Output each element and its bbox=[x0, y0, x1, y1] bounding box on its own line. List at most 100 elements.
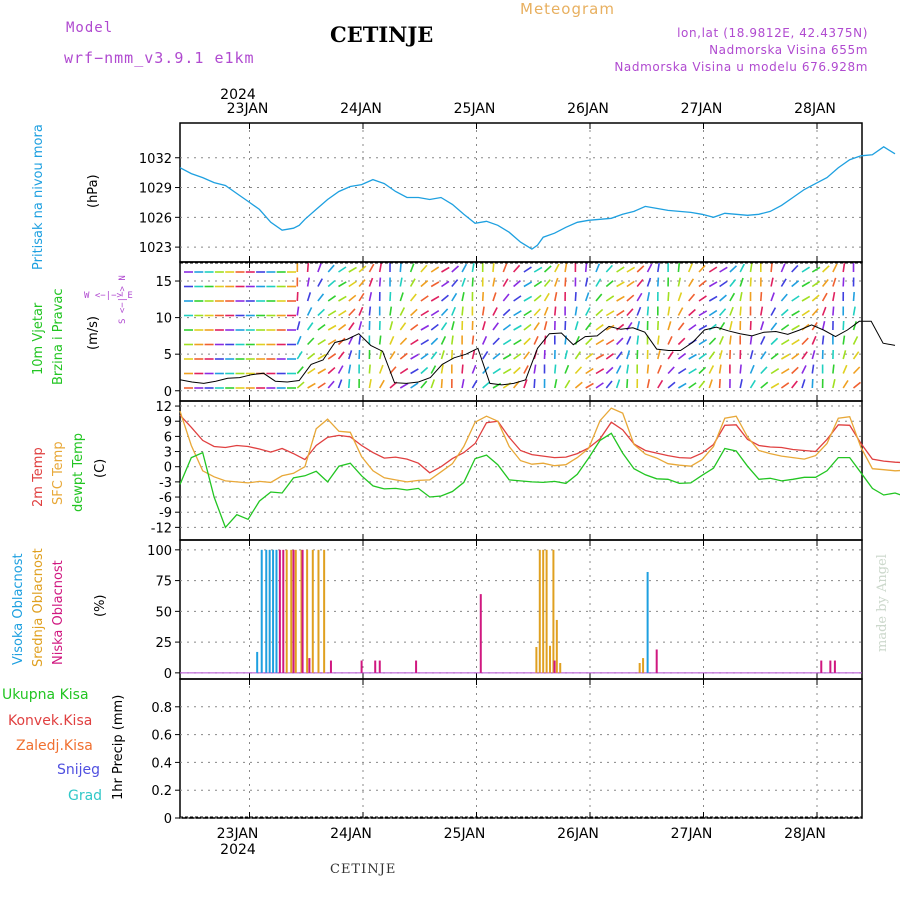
wind-barb bbox=[399, 292, 404, 302]
wind-barb bbox=[605, 310, 615, 317]
wind-barb bbox=[523, 351, 530, 360]
wind-barb bbox=[626, 280, 635, 288]
wind-barb bbox=[481, 321, 486, 331]
wind-barb bbox=[471, 364, 477, 374]
footer-station: CETINJE bbox=[330, 862, 397, 877]
wind-barb bbox=[770, 367, 780, 375]
cloud-bar bbox=[272, 549, 275, 673]
cloud-bar bbox=[479, 594, 482, 673]
wind-barb bbox=[523, 337, 531, 346]
temp-unit: (C) bbox=[93, 459, 108, 478]
cloud-bar bbox=[415, 660, 418, 673]
cloud-bar bbox=[542, 549, 545, 673]
wind-barb bbox=[492, 367, 501, 375]
wind-barb bbox=[657, 277, 660, 287]
mid-cloud-label: Srednja Oblacnost bbox=[31, 548, 46, 667]
wind-barb bbox=[492, 322, 499, 331]
cloud-bar bbox=[360, 660, 363, 673]
wind-barb bbox=[821, 292, 828, 302]
legend-conv-rain: Konvek.Kisa bbox=[8, 713, 92, 729]
wind-barb bbox=[513, 324, 522, 331]
wind-barb bbox=[338, 309, 347, 317]
wind-barb bbox=[821, 306, 827, 316]
wind-barb bbox=[595, 368, 605, 375]
wind-barb bbox=[451, 265, 460, 273]
wind-barb bbox=[368, 263, 375, 273]
pressure-ytick-label: 1029 bbox=[139, 182, 172, 197]
wind-barb bbox=[492, 277, 496, 287]
wind-barb bbox=[719, 308, 727, 317]
wind-barb bbox=[585, 367, 594, 375]
wind-barb bbox=[441, 280, 450, 288]
cloud-bar bbox=[552, 549, 555, 673]
pressure-unit: (hPa) bbox=[86, 174, 101, 208]
wind-barb bbox=[296, 306, 300, 316]
cloud-bar bbox=[378, 660, 381, 673]
panel-labels: Pritisak na nivou mora (hPa) 10m Vjetar … bbox=[2, 124, 890, 804]
wind-barb bbox=[595, 293, 603, 302]
wind-barb bbox=[296, 335, 302, 345]
dewpt-label: dewpt Temp bbox=[71, 433, 86, 512]
pressure-ytick-label: 1032 bbox=[139, 152, 172, 167]
wind-barb bbox=[358, 306, 364, 316]
wind-barb bbox=[440, 322, 448, 331]
wind-barb bbox=[688, 382, 697, 389]
temperature-ytick-label: -9 bbox=[159, 506, 172, 521]
wind-barb bbox=[760, 366, 768, 375]
date-label-top: 25JAN bbox=[454, 101, 496, 117]
cloud-bar bbox=[308, 658, 311, 673]
wind-barb bbox=[801, 266, 811, 273]
wind-barb bbox=[585, 382, 594, 389]
wind-barb bbox=[337, 379, 343, 389]
wind-barb bbox=[667, 291, 670, 302]
wind-barb bbox=[420, 280, 429, 288]
wind-barb bbox=[440, 336, 447, 345]
model-version: wrf−nmm_v3.9.1 e1km bbox=[64, 49, 255, 67]
wind-barb bbox=[337, 365, 344, 374]
cloud-bar bbox=[559, 663, 562, 673]
wind-barb bbox=[739, 277, 744, 287]
wind-barb bbox=[482, 381, 491, 389]
wind-barb bbox=[523, 281, 533, 288]
wind-barb bbox=[440, 378, 443, 389]
wind-barb bbox=[657, 364, 662, 374]
wind-barb bbox=[585, 337, 593, 346]
cloud-bar bbox=[538, 549, 541, 673]
wind-barb bbox=[348, 336, 354, 345]
wind-barb bbox=[626, 335, 632, 345]
wind-barb bbox=[523, 266, 532, 273]
cloud-bar bbox=[829, 660, 832, 673]
wind-barb bbox=[440, 350, 445, 360]
wind-barb bbox=[821, 335, 825, 345]
wind-barb bbox=[718, 350, 723, 360]
wind-barb bbox=[430, 281, 440, 288]
cloud-bar bbox=[265, 549, 268, 673]
wind-barb bbox=[389, 335, 395, 345]
year-label-top: 2024 bbox=[220, 87, 256, 103]
wind-barb bbox=[523, 295, 533, 302]
wind-barb bbox=[306, 322, 314, 331]
wind-barb bbox=[409, 293, 417, 302]
wind-barb bbox=[368, 277, 374, 287]
wind-barb bbox=[564, 350, 569, 360]
wind-barb bbox=[430, 365, 437, 374]
wind-barb bbox=[348, 322, 355, 331]
legend-freezing-rain: Zaledj.Kisa bbox=[16, 738, 93, 754]
temperature-ytick-label: 12 bbox=[155, 400, 172, 415]
wind-barb bbox=[399, 262, 402, 273]
temp-series-2 bbox=[179, 432, 900, 529]
wind-ytick-label: 10 bbox=[155, 312, 172, 327]
wind-barb bbox=[636, 321, 641, 331]
wind-barb bbox=[677, 292, 683, 302]
wind-barb bbox=[338, 266, 347, 273]
wind-barb bbox=[327, 279, 336, 288]
wind-barb bbox=[378, 350, 383, 360]
model-label: Model bbox=[66, 20, 114, 36]
wind-barb bbox=[574, 291, 577, 302]
wind-barb bbox=[811, 266, 821, 273]
wind-barb bbox=[327, 339, 337, 346]
wind-barb bbox=[337, 337, 346, 346]
cloud-bar bbox=[323, 549, 326, 673]
wind-barb bbox=[811, 294, 820, 302]
wind-barb bbox=[698, 295, 707, 302]
